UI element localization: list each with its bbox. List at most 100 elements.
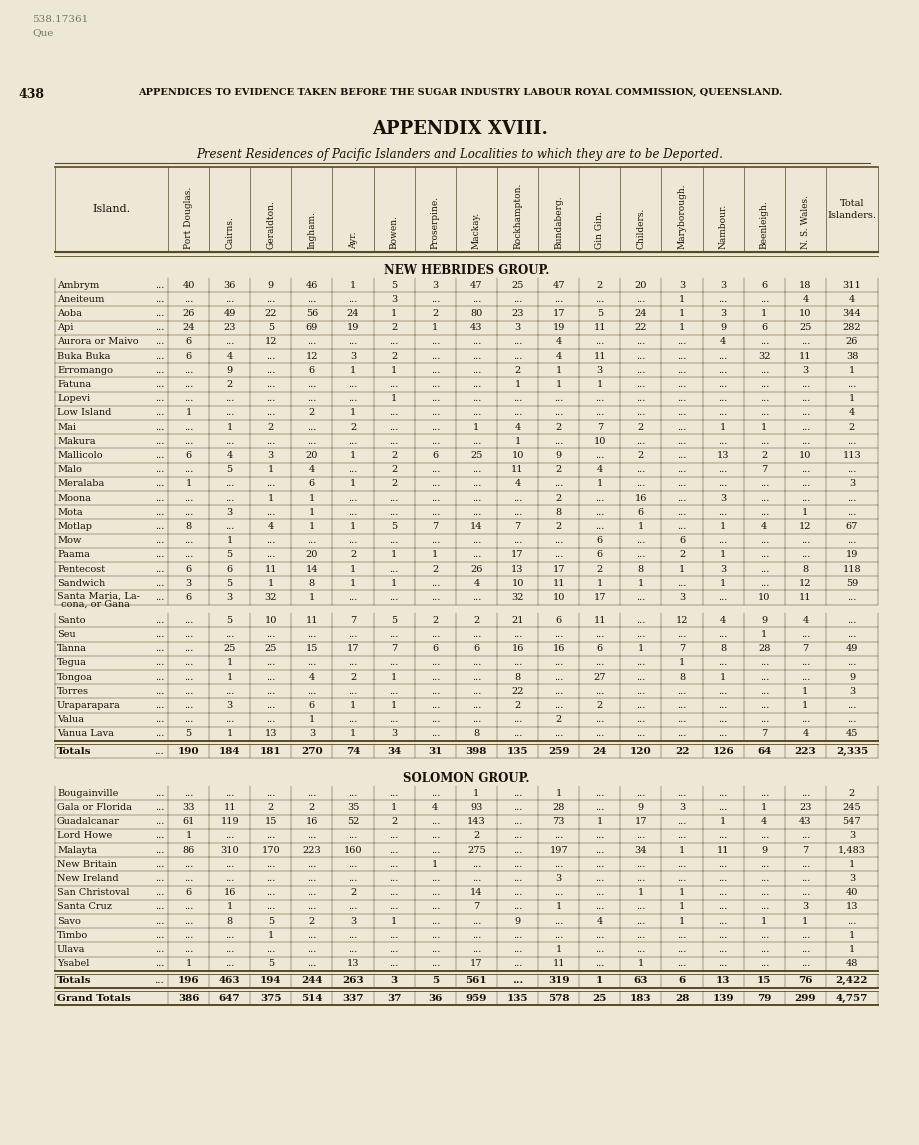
Text: ...: ... [800, 960, 810, 969]
Text: ...: ... [800, 931, 810, 940]
Text: 25: 25 [223, 645, 235, 653]
Text: ...: ... [718, 480, 727, 489]
Text: ...: ... [553, 658, 562, 668]
Text: ...: ... [718, 960, 727, 969]
Text: Ayr.: Ayr. [348, 231, 357, 248]
Text: 10: 10 [799, 309, 811, 318]
Text: Lopevi: Lopevi [57, 394, 90, 403]
Text: ...: ... [718, 716, 727, 724]
Text: 181: 181 [260, 747, 281, 756]
Text: 6: 6 [678, 536, 685, 545]
Text: ...: ... [595, 716, 604, 724]
Text: ...: ... [471, 465, 481, 474]
Text: ...: ... [718, 729, 727, 739]
Text: New Britain: New Britain [57, 860, 117, 869]
Text: ...: ... [154, 803, 164, 812]
Text: 49: 49 [845, 645, 857, 653]
Text: ...: ... [595, 960, 604, 969]
Text: 2: 2 [637, 423, 643, 432]
Text: ...: ... [718, 874, 727, 883]
Text: ...: ... [184, 630, 193, 639]
Text: ...: ... [512, 803, 522, 812]
Text: 1: 1 [349, 522, 356, 531]
Text: ...: ... [800, 874, 810, 883]
Text: ...: ... [225, 831, 234, 840]
Text: 8: 8 [678, 672, 685, 681]
Text: 2: 2 [678, 551, 685, 560]
Text: 2: 2 [555, 465, 562, 474]
Text: 25: 25 [470, 451, 482, 460]
Text: ...: ... [184, 716, 193, 724]
Text: ...: ... [676, 831, 686, 840]
Text: 1: 1 [226, 536, 233, 545]
Text: ...: ... [266, 507, 275, 516]
Text: ...: ... [512, 294, 522, 303]
Text: ...: ... [184, 658, 193, 668]
Text: ...: ... [184, 687, 193, 696]
Text: 1: 1 [186, 480, 191, 489]
Text: ...: ... [759, 480, 768, 489]
Text: ...: ... [184, 874, 193, 883]
Text: ...: ... [636, 931, 645, 940]
Text: ...: ... [595, 860, 604, 869]
Text: ...: ... [718, 860, 727, 869]
Text: ...: ... [595, 803, 604, 812]
Text: ...: ... [800, 831, 810, 840]
Text: 86: 86 [182, 845, 195, 854]
Text: 11: 11 [305, 616, 318, 625]
Text: 2,422: 2,422 [834, 977, 868, 986]
Text: ...: ... [718, 803, 727, 812]
Text: ...: ... [676, 818, 686, 827]
Text: ...: ... [595, 338, 604, 347]
Text: 2: 2 [555, 522, 562, 531]
Text: ...: ... [595, 845, 604, 854]
Text: ...: ... [718, 536, 727, 545]
Text: 1: 1 [555, 945, 562, 954]
Text: ...: ... [348, 536, 357, 545]
Text: ...: ... [348, 630, 357, 639]
Text: ...: ... [512, 536, 522, 545]
Text: 6: 6 [473, 645, 479, 653]
Text: ...: ... [595, 394, 604, 403]
Text: 10: 10 [265, 616, 277, 625]
Text: 1: 1 [678, 564, 685, 574]
Text: 245: 245 [842, 803, 860, 812]
Text: 375: 375 [260, 994, 281, 1003]
Text: 160: 160 [344, 845, 362, 854]
Text: 7: 7 [678, 645, 685, 653]
Text: ...: ... [800, 409, 810, 418]
Text: ...: ... [348, 860, 357, 869]
Text: 1,483: 1,483 [837, 845, 865, 854]
Text: ...: ... [759, 789, 768, 798]
Text: ...: ... [184, 672, 193, 681]
Text: 23: 23 [511, 309, 523, 318]
Text: ...: ... [225, 436, 234, 445]
Text: ...: ... [471, 338, 481, 347]
Text: ...: ... [676, 451, 686, 460]
Text: 1: 1 [226, 658, 233, 668]
Text: 6: 6 [186, 451, 191, 460]
Text: 40: 40 [845, 889, 857, 898]
Text: ...: ... [225, 394, 234, 403]
Text: ...: ... [154, 845, 164, 854]
Text: ...: ... [348, 394, 357, 403]
Text: ...: ... [553, 916, 562, 925]
Text: 1: 1 [720, 551, 725, 560]
Text: 4: 4 [848, 409, 854, 418]
Text: 6: 6 [432, 451, 437, 460]
Text: ...: ... [348, 338, 357, 347]
Text: ...: ... [389, 380, 399, 389]
Text: 1: 1 [309, 522, 314, 531]
Text: ...: ... [595, 831, 604, 840]
Text: Lord Howe: Lord Howe [57, 831, 112, 840]
Text: 5: 5 [267, 916, 274, 925]
Text: 2: 2 [309, 409, 314, 418]
Text: ...: ... [512, 716, 522, 724]
Text: ...: ... [266, 701, 275, 710]
Text: Santa Maria, La-: Santa Maria, La- [57, 592, 140, 600]
Text: ...: ... [636, 630, 645, 639]
Text: 24: 24 [634, 309, 646, 318]
Text: 1: 1 [848, 365, 854, 374]
Text: ...: ... [154, 579, 164, 587]
Text: ...: ... [553, 409, 562, 418]
